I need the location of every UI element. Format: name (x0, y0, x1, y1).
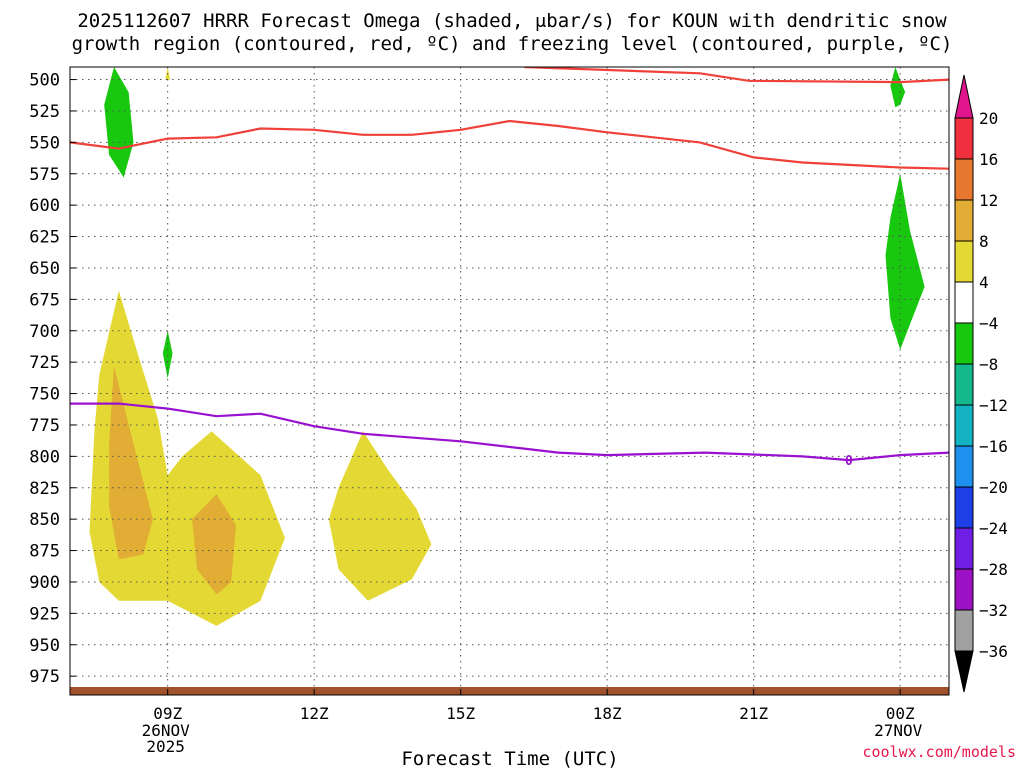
colorbar-swatch (954, 322, 974, 365)
colorbar-label: −8 (979, 355, 998, 374)
y-tick-label: 675 (29, 290, 60, 310)
omega-region (328, 431, 432, 601)
colorbar-label: −16 (979, 437, 1008, 456)
y-tick-label: 875 (29, 542, 60, 562)
surface-strip (70, 687, 949, 695)
y-tick-label: 550 (29, 133, 60, 153)
colorbar-label: −12 (979, 396, 1008, 415)
x-tick-label: 09Z (153, 704, 182, 723)
colorbar-label: 16 (979, 150, 998, 169)
credit-text: coolwx.com/models (862, 743, 1016, 761)
chart-title-line-1: 2025112607 HRRR Forecast Omega (shaded, … (77, 10, 947, 32)
y-tick-label: 725 (29, 353, 60, 373)
colorbar-label: 20 (979, 109, 998, 128)
colorbar-swatch (954, 527, 974, 570)
omega-region (162, 330, 173, 379)
freezing-level-label: 0 (845, 454, 853, 469)
y-tick-label: 750 (29, 385, 60, 405)
colorbar-swatch (954, 199, 974, 242)
colorbar-label: −32 (979, 601, 1008, 620)
colorbar-swatch (954, 486, 974, 529)
colorbar-swatch (954, 404, 974, 447)
y-tick-label: 800 (29, 447, 60, 467)
x-tick-label: 00Z (886, 704, 915, 723)
colorbar-label: −36 (979, 642, 1008, 661)
plot-frame (69, 66, 950, 696)
y-tick-label: 500 (29, 71, 60, 91)
dendritic-growth-contour (524, 67, 949, 84)
omega-region (890, 67, 906, 108)
colorbar-label: 12 (979, 191, 998, 210)
colorbar-swatch (954, 240, 974, 283)
grid-layer (70, 67, 949, 695)
y-tick-label: 850 (29, 510, 60, 530)
y-tick-label: 600 (29, 196, 60, 216)
colorbar-swatch (954, 117, 974, 160)
colorbar-swatch (954, 158, 974, 201)
colorbar-label: −4 (979, 314, 998, 333)
colorbar-label: 8 (979, 232, 989, 251)
colorbar-swatch (954, 281, 974, 324)
y-tick-label: 950 (29, 636, 60, 656)
colorbar-swatch (954, 568, 974, 611)
x-tick-label: 21Z (739, 704, 768, 723)
y-tick-label: 650 (29, 259, 60, 279)
y-tick-label: 625 (29, 228, 60, 248)
x-tick-label: 12Z (300, 704, 329, 723)
y-tick-label: 575 (29, 165, 60, 185)
contour-layer: 0 (70, 67, 949, 469)
colorbar-top-arrow (954, 74, 974, 119)
x-tick-date-label: 2025 (146, 737, 185, 756)
colorbar: 20 16 12 8 4 −4 −8 −12 −16 −20 −24 −28 −32 −36 (954, 74, 1008, 693)
colorbar-swatch (954, 609, 974, 652)
colorbar-label: −28 (979, 560, 1008, 579)
x-tick-label: 18Z (593, 704, 622, 723)
x-tick-date-label: 26NOV (142, 721, 191, 740)
omega-shading-layer (89, 67, 925, 626)
omega-region (104, 67, 134, 178)
y-tick-label: 975 (29, 667, 60, 687)
y-tick-label: 900 (29, 573, 60, 593)
y-tick-label: 775 (29, 416, 60, 436)
colorbar-bottom-arrow (954, 650, 974, 693)
dendritic-growth-contour (70, 119, 949, 170)
x-axis-label: Forecast Time (UTC) (401, 748, 618, 768)
colorbar-label: −20 (979, 478, 1008, 497)
y-tick-label: 925 (29, 604, 60, 624)
colorbar-swatch (954, 363, 974, 406)
colorbar-label: −24 (979, 519, 1008, 538)
y-tick-label: 525 (29, 102, 60, 122)
y-tick-label: 700 (29, 322, 60, 342)
y-tick-label: 825 (29, 479, 60, 499)
freezing-level-contour (70, 402, 949, 462)
x-tick-label: 15Z (446, 704, 475, 723)
omega-region (109, 365, 153, 560)
colorbar-swatch (954, 445, 974, 488)
chart-title-line-2: growth region (contoured, red, ºC) and f… (71, 33, 953, 55)
colorbar-label: 4 (979, 273, 989, 292)
axes-layer: 500 525 550 575 600 625 650 675 700 725 750 775 800 8… (29, 71, 922, 756)
x-tick-date-label: 27NOV (874, 721, 923, 740)
omega-region (885, 173, 925, 350)
